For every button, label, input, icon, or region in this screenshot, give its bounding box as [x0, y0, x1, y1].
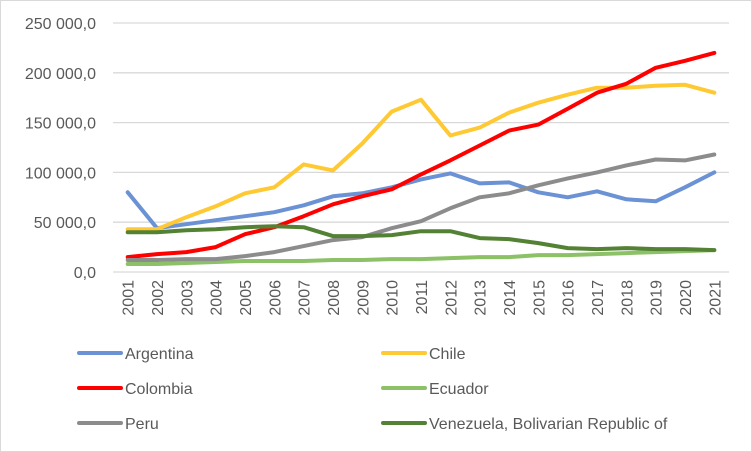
x-tick-label: 2007	[297, 280, 314, 316]
x-tick-label: 2009	[355, 280, 372, 316]
x-tick-label: 2021	[707, 280, 724, 316]
x-tick-label: 2013	[473, 280, 490, 316]
legend-label: Chile	[429, 346, 466, 363]
x-tick-label: 2020	[678, 280, 695, 316]
y-tick-label: 250 000,0	[25, 16, 96, 33]
x-tick-label: 2011	[414, 280, 431, 315]
x-tick-label: 2004	[209, 280, 226, 316]
y-tick-label: 0,0	[74, 265, 96, 282]
y-tick-label: 50 000,0	[34, 215, 96, 232]
x-tick-label: 2001	[121, 280, 138, 316]
series-line-ecuador	[125, 248, 717, 266]
legend-label: Venezuela, Bolivarian Republic of	[429, 416, 668, 433]
y-tick-label: 100 000,0	[25, 165, 96, 182]
x-tick-label: 2014	[502, 280, 519, 316]
legend-label: Ecuador	[429, 381, 489, 398]
y-tick-label: 150 000,0	[25, 116, 96, 133]
x-tick-label: 2016	[561, 280, 578, 316]
x-tick-label: 2019	[649, 280, 666, 316]
y-tick-label: 200 000,0	[25, 66, 96, 83]
x-tick-label: 2003	[179, 280, 196, 316]
x-tick-label: 2010	[385, 280, 402, 316]
x-tick-label: 2005	[238, 280, 255, 316]
x-tick-label: 2002	[150, 280, 167, 316]
legend-label: Peru	[125, 416, 159, 433]
x-tick-label: 2018	[619, 280, 636, 316]
x-tick-label: 2015	[531, 280, 548, 316]
series-line-colombia	[125, 50, 717, 260]
x-tick-label: 2008	[326, 280, 343, 316]
x-tick-label: 2012	[443, 280, 460, 316]
x-tick-label: 2006	[267, 280, 284, 316]
series-line-chile	[125, 82, 717, 232]
legend-label: Argentina	[125, 346, 194, 363]
legend-label: Colombia	[125, 381, 193, 398]
x-tick-label: 2017	[590, 280, 607, 316]
